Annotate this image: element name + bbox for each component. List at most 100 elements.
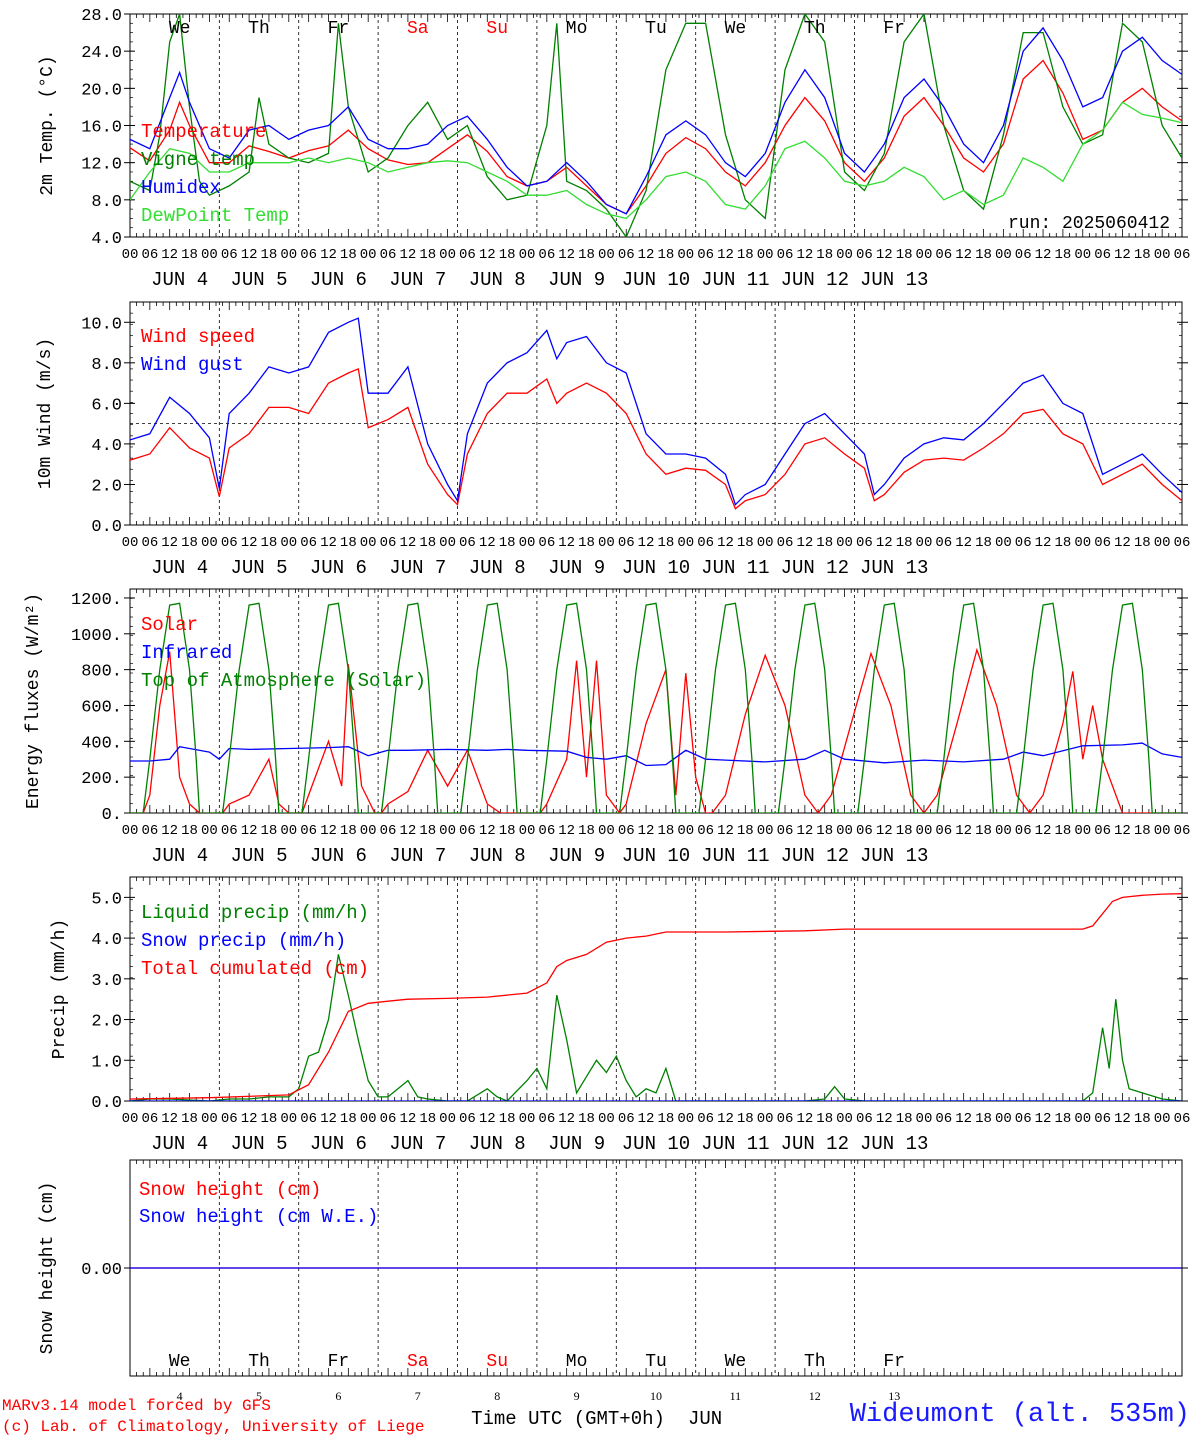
legend-entry: DewPoint Temp bbox=[141, 205, 289, 227]
hour-tick-label: 18 bbox=[975, 1111, 992, 1127]
hour-tick-label: 12 bbox=[638, 247, 655, 263]
hour-tick-label: 06 bbox=[1174, 1111, 1191, 1127]
hour-tick-label: 06 bbox=[935, 535, 952, 551]
panel-5: 0.00 Snow height (cm) Snow height (cm) Snow… bbox=[38, 1159, 1188, 1430]
hour-tick-label: 12 bbox=[1114, 535, 1131, 551]
date-label: JUN 7 bbox=[389, 845, 446, 867]
panel-4: 0.0 1.0 2.0 3.0 4.0 5.0 Precip (mm/h) Liquid pr… bbox=[50, 876, 1191, 1155]
hour-tick-label: 00 bbox=[519, 535, 536, 551]
hour-tick-label: 00 bbox=[439, 247, 456, 263]
hour-tick-label: 00 bbox=[995, 823, 1012, 839]
series-line-solar bbox=[130, 647, 1182, 813]
date-label: JUN 9 bbox=[548, 845, 605, 867]
hour-tick-label: 12 bbox=[796, 1111, 813, 1127]
hour-tick-label: 06 bbox=[618, 1111, 635, 1127]
date-label: JUN 10 bbox=[622, 1133, 690, 1155]
hour-tick-label: 12 bbox=[399, 247, 416, 263]
date-label: JUN 10 bbox=[622, 557, 690, 579]
hour-tick-label: 18 bbox=[816, 1111, 833, 1127]
legend-entry: Humidex bbox=[141, 177, 221, 199]
legend-entry: Top of Atmosphere (Solar) bbox=[141, 670, 426, 692]
hour-tick-label: 12 bbox=[558, 1111, 575, 1127]
hour-tick-label: 06 bbox=[1174, 823, 1191, 839]
hour-tick-label: 06 bbox=[1174, 535, 1191, 551]
series-line-vigne-temp bbox=[130, 14, 1182, 237]
legend-entry: Snow height (cm W.E.) bbox=[139, 1206, 378, 1228]
hour-tick-label: 06 bbox=[459, 823, 476, 839]
hour-tick-label: 00 bbox=[1154, 1111, 1171, 1127]
weekday-label: Fr bbox=[883, 19, 905, 39]
hour-tick-label: 18 bbox=[261, 535, 278, 551]
hour-tick-label: 00 bbox=[280, 535, 297, 551]
hour-tick-label: 18 bbox=[499, 247, 516, 263]
hour-tick-label: 12 bbox=[558, 247, 575, 263]
date-label: JUN 12 bbox=[781, 269, 849, 291]
hour-tick-label: 18 bbox=[1054, 247, 1071, 263]
weekday-label: Th bbox=[804, 1352, 826, 1372]
hour-tick-label: 12 bbox=[479, 247, 496, 263]
hour-tick-label: 00 bbox=[677, 823, 694, 839]
hour-tick-label: 00 bbox=[677, 535, 694, 551]
hour-tick-label: 06 bbox=[459, 535, 476, 551]
hour-tick-label: 06 bbox=[141, 247, 158, 263]
y-tick-label: 4.0 bbox=[91, 437, 122, 456]
date-label: JUN 4 bbox=[151, 557, 208, 579]
hour-tick-label: 18 bbox=[181, 247, 198, 263]
legend-entry: Wind gust bbox=[141, 354, 244, 376]
date-label: JUN 4 bbox=[151, 269, 208, 291]
weekday-label: Tu bbox=[645, 1352, 667, 1372]
hour-tick-label: 06 bbox=[380, 1111, 397, 1127]
hour-tick-label: 12 bbox=[876, 247, 893, 263]
weekday-label: Sa bbox=[407, 1352, 429, 1372]
hour-tick-label: 18 bbox=[896, 1111, 913, 1127]
hour-tick-label: 00 bbox=[916, 823, 933, 839]
y-tick-label: 1200. bbox=[71, 591, 122, 610]
series-line-infrared bbox=[130, 742, 1182, 767]
hour-tick-label: 00 bbox=[836, 247, 853, 263]
weekday-label: We bbox=[725, 19, 747, 39]
hour-tick-label: 12 bbox=[1114, 1111, 1131, 1127]
hour-tick-label: 00 bbox=[280, 1111, 297, 1127]
weekday-label: Tu bbox=[645, 19, 667, 39]
y-tick-label: 200. bbox=[81, 770, 122, 789]
hour-tick-label: 18 bbox=[499, 535, 516, 551]
date-label: JUN 12 bbox=[781, 557, 849, 579]
hour-tick-label: 06 bbox=[380, 535, 397, 551]
y-tick-label: 0. bbox=[102, 806, 122, 825]
y-tick-label: 800. bbox=[81, 663, 122, 682]
day-number-label: 8 bbox=[494, 1389, 500, 1403]
y-tick-label: 10.0 bbox=[81, 315, 122, 334]
hour-tick-label: 00 bbox=[757, 535, 774, 551]
date-label: JUN 4 bbox=[151, 845, 208, 867]
series-line-total-cumulated-cm bbox=[130, 893, 1182, 1100]
hour-tick-label: 12 bbox=[1035, 1111, 1052, 1127]
legend-entry: Vigne temp bbox=[141, 149, 255, 171]
hour-tick-label: 06 bbox=[697, 247, 714, 263]
hour-tick-label: 06 bbox=[221, 247, 238, 263]
hour-tick-label: 06 bbox=[1015, 823, 1032, 839]
hour-tick-label: 18 bbox=[896, 247, 913, 263]
hour-tick-label: 06 bbox=[380, 247, 397, 263]
day-number-label: 6 bbox=[335, 1389, 341, 1403]
hour-tick-label: 12 bbox=[876, 535, 893, 551]
hour-tick-label: 00 bbox=[1074, 247, 1091, 263]
hour-tick-label: 06 bbox=[777, 247, 794, 263]
hour-tick-label: 18 bbox=[578, 1111, 595, 1127]
hour-tick-label: 12 bbox=[241, 1111, 258, 1127]
date-label: JUN 5 bbox=[231, 1133, 288, 1155]
hour-tick-label: 18 bbox=[419, 1111, 436, 1127]
hour-tick-label: 12 bbox=[241, 535, 258, 551]
hour-tick-label: 18 bbox=[340, 535, 357, 551]
hour-tick-label: 18 bbox=[499, 823, 516, 839]
day-number-label: 9 bbox=[574, 1389, 580, 1403]
date-label: JUN 5 bbox=[231, 845, 288, 867]
date-label: JUN 13 bbox=[860, 557, 928, 579]
hour-tick-label: 18 bbox=[816, 247, 833, 263]
hour-tick-label: 06 bbox=[141, 535, 158, 551]
y-tick-label: 3.0 bbox=[91, 972, 122, 991]
hour-tick-label: 06 bbox=[1015, 247, 1032, 263]
hour-tick-label: 12 bbox=[876, 1111, 893, 1127]
hour-tick-label: 12 bbox=[717, 247, 734, 263]
hour-tick-label: 00 bbox=[360, 823, 377, 839]
